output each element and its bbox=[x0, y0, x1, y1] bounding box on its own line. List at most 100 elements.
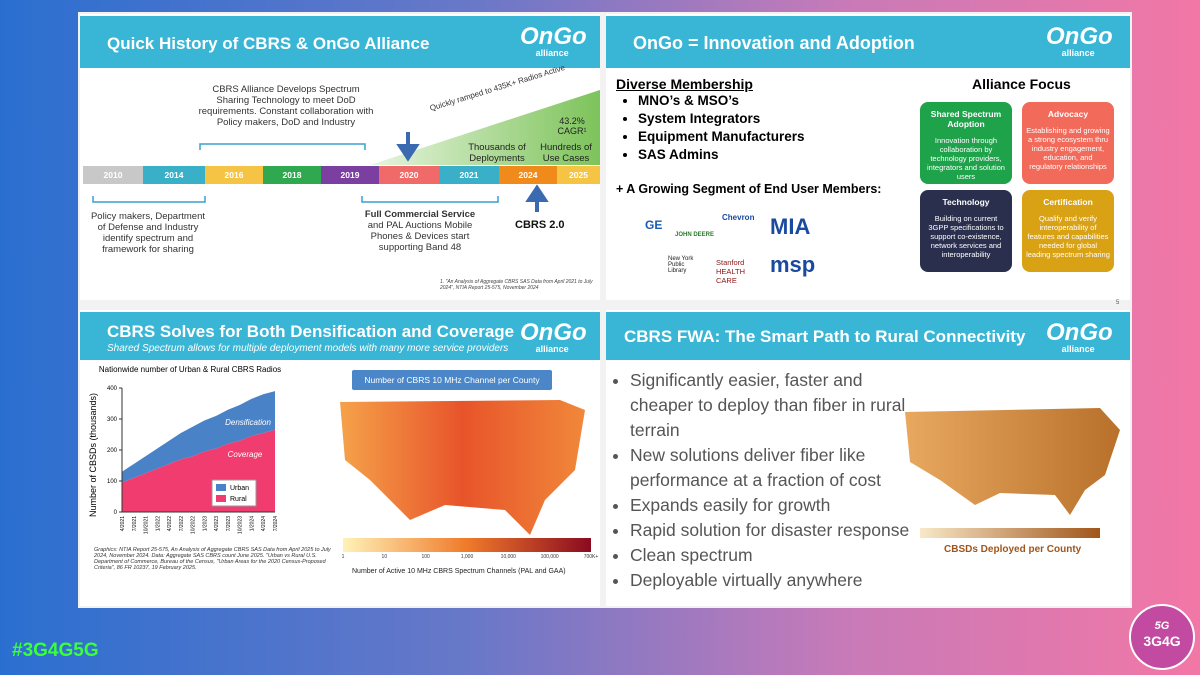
scale-label: 700K+ bbox=[583, 554, 599, 560]
hashtag: #3G4G5G bbox=[12, 640, 99, 661]
focus-box: Advocacy Establishing and growing a stron… bbox=[1022, 102, 1114, 184]
logo: OnGo alliance bbox=[1046, 319, 1113, 355]
logo-name: OnGo bbox=[1046, 319, 1113, 346]
year-label: 2019 bbox=[340, 170, 360, 180]
focus-text: Establishing and growing a strong ecosys… bbox=[1026, 126, 1110, 171]
area-label: Densification bbox=[225, 418, 271, 427]
thousands: Thousands of Deployments bbox=[468, 142, 526, 164]
innovation-title: OnGo = Innovation and Adoption bbox=[633, 33, 915, 53]
segment: + A Growing Segment of End User Members: bbox=[616, 182, 882, 196]
y-axis-label: Number of CBSDs (thousands) bbox=[88, 393, 98, 517]
brackets bbox=[92, 143, 499, 203]
scale-label: 1 bbox=[341, 554, 345, 560]
area bbox=[122, 391, 275, 483]
logo: OnGo alliance bbox=[520, 23, 587, 59]
bullet: New solutions deliver fiber like perform… bbox=[630, 443, 920, 493]
growth-ramp bbox=[370, 90, 600, 165]
bullet: Deployable virtually anywhere bbox=[630, 568, 920, 593]
focus-box: Shared Spectrum Adoption Innovation throu… bbox=[920, 102, 1012, 184]
x-tick-label: 4/2021 bbox=[120, 516, 126, 532]
logo-name: OnGo bbox=[520, 23, 587, 50]
badge-top: 5G bbox=[1154, 620, 1170, 632]
logo-name: OnGo bbox=[520, 319, 587, 346]
logo-name: OnGo bbox=[1046, 23, 1113, 50]
focus-box: Certification Qualify and verify interope… bbox=[1022, 190, 1114, 272]
chart-title: Nationwide number of Urban & Rural CBRS … bbox=[99, 365, 281, 374]
middle-note: Full Commercial Service and PAL Auctions … bbox=[355, 209, 485, 253]
year-label: 2024 bbox=[518, 170, 538, 180]
innovation-header: OnGo = Innovation and Adoption bbox=[606, 16, 1130, 68]
y-tick-label: 0 bbox=[114, 510, 118, 516]
densification-header: CBRS Solves for Both Densification and C… bbox=[80, 312, 600, 360]
badge bbox=[1129, 604, 1195, 670]
densification-subtitle: Shared Spectrum allows for multiple depl… bbox=[107, 343, 509, 354]
focus-heading: Alliance Focus bbox=[972, 76, 1071, 92]
arrow-2020 bbox=[396, 132, 420, 162]
year-label: 2021 bbox=[459, 170, 479, 180]
y-tick-label: 100 bbox=[107, 479, 118, 485]
scale-label: 1,000 bbox=[460, 554, 474, 560]
middle-text: and PAL Auctions Mobile Phones & Devices… bbox=[367, 220, 473, 253]
map-caption: Number of Active 10 MHz CBRS Spectrum Ch… bbox=[352, 568, 566, 575]
callout: CBRS Alliance Develops Spectrum Sharing … bbox=[198, 84, 374, 128]
fwa-header: CBRS FWA: The Smart Path to Rural Connec… bbox=[606, 312, 1130, 360]
arrow-2024 bbox=[525, 184, 549, 212]
focus-box: Technology Building on current 3GPP speci… bbox=[920, 190, 1012, 272]
member-type: System Integrators bbox=[638, 110, 805, 128]
legend-label: Rural bbox=[230, 496, 247, 503]
logo-tag: alliance bbox=[1061, 48, 1095, 58]
logo-tag: alliance bbox=[535, 48, 569, 58]
member-type: MNO’s & MSO’s bbox=[638, 92, 805, 110]
x-tick-label: 4/2022 bbox=[167, 516, 173, 532]
logo-tag: alliance bbox=[535, 344, 569, 354]
membership-heading: Diverse Membership bbox=[616, 76, 753, 92]
y-tick-label: 400 bbox=[107, 386, 118, 392]
densification-title: CBRS Solves for Both Densification and C… bbox=[107, 322, 515, 341]
x-tick-label: 4/2024 bbox=[261, 516, 267, 532]
y-tick-label: 200 bbox=[107, 448, 118, 454]
x-tick-label: 10/2023 bbox=[238, 516, 244, 534]
y-tick-label: 300 bbox=[107, 417, 118, 423]
logo: OnGo alliance bbox=[520, 319, 587, 355]
member-logo: msp bbox=[770, 252, 816, 277]
member-logo: JOHN DEERE bbox=[675, 232, 715, 238]
map-title-box bbox=[352, 370, 552, 390]
footnote: 1. "An Analysis of Aggregate CBRS SAS Da… bbox=[440, 279, 593, 291]
cbrs2: CBRS 2.0 bbox=[515, 219, 565, 231]
year-label: 2018 bbox=[282, 170, 302, 180]
x-tick-label: 4/2023 bbox=[214, 516, 220, 532]
member-logo: New York Public Library bbox=[668, 256, 694, 274]
hundreds: Hundreds of Use Cases bbox=[540, 142, 592, 164]
cbsd-map bbox=[905, 408, 1120, 515]
scale-label: 10 bbox=[381, 554, 388, 560]
x-tick-label: 7/2021 bbox=[132, 516, 138, 532]
history-title: Quick History of CBRS & OnGo Alliance bbox=[107, 34, 430, 53]
x-tick-label: 1/2024 bbox=[249, 516, 255, 532]
focus-title: Advocacy bbox=[1047, 109, 1089, 119]
logo: OnGo alliance bbox=[1046, 23, 1113, 59]
cbsd-caption: CBSDs Deployed per County bbox=[944, 544, 1082, 555]
member-logo: Chevron bbox=[722, 213, 755, 222]
member-logo: GE bbox=[645, 218, 663, 232]
channel-scale bbox=[343, 538, 591, 552]
legend-swatch bbox=[216, 484, 226, 491]
x-tick-label: 7/2022 bbox=[179, 516, 185, 532]
x-tick-label: 1/2022 bbox=[155, 516, 161, 532]
source: Graphics: NTIA Report 25-575, An Analysi… bbox=[94, 547, 331, 571]
member-type: SAS Admins bbox=[638, 146, 805, 164]
area-label: Coverage bbox=[228, 450, 263, 459]
cagr: 43.2% CAGR¹ bbox=[557, 116, 587, 136]
x-tick-label: 10/2021 bbox=[144, 516, 150, 534]
bullet: Significantly easier, faster and cheaper… bbox=[630, 368, 920, 443]
year-label: 2025 bbox=[569, 170, 588, 180]
bullet: Expands easily for growth bbox=[630, 493, 920, 518]
middle-title: Full Commercial Service bbox=[364, 209, 476, 220]
year-label: 2014 bbox=[164, 170, 184, 180]
x-tick-label: 7/2023 bbox=[226, 516, 232, 532]
focus-text: Innovation through collaboration by tech… bbox=[927, 136, 1005, 181]
left-note: Policy makers, Department of Defense and… bbox=[90, 211, 206, 255]
year-label: 2020 bbox=[399, 170, 419, 180]
focus-title: Certification bbox=[1043, 197, 1093, 207]
year-label: 2016 bbox=[224, 170, 244, 180]
